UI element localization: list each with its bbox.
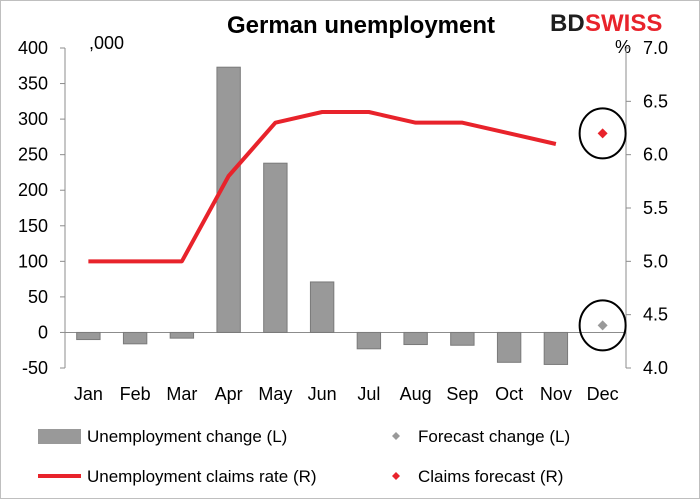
x-tick-label: Nov [540, 384, 572, 404]
chart-title: German unemployment [227, 12, 495, 39]
legend-swatch-marker [392, 432, 400, 440]
forecast-change-marker [597, 320, 608, 331]
legend-swatch-bar [38, 429, 81, 444]
right-tick-label: 5.0 [643, 251, 668, 271]
bar-apr [216, 66, 241, 333]
bar-nov [543, 331, 569, 365]
right-tick-label: 4.5 [643, 305, 668, 325]
bar-jan [76, 331, 101, 341]
legend-item: Unemployment change (L) [38, 427, 287, 446]
legend-item: Forecast change (L) [392, 427, 570, 446]
brand-logo-bd: BD [550, 10, 585, 37]
axes-layer: -50 0 50 100 150 200 250 300 350 400 4.0 4.5 5.0 5.5 6… [18, 38, 668, 404]
claims-forecast-marker [597, 128, 608, 139]
bar-aug [403, 331, 428, 346]
left-tick-label: 150 [18, 216, 48, 236]
x-tick-label: Jan [74, 384, 103, 404]
left-tick-label: 400 [18, 38, 48, 58]
left-tick-label: 250 [18, 145, 48, 165]
bar-sep [450, 331, 475, 346]
bar-oct [496, 331, 522, 363]
legend-swatch-marker [392, 472, 400, 480]
left-tick-label: -50 [22, 358, 48, 378]
legend-item: Unemployment claims rate (R) [38, 467, 317, 486]
x-tick-label: Oct [495, 384, 523, 404]
forecast-highlight-circle [578, 107, 627, 160]
right-tick-label: 6.5 [643, 91, 668, 111]
brand-logo: BD SWISS [550, 10, 662, 37]
legend: Unemployment change (L) Forecast change (… [38, 427, 570, 486]
forecast-highlight-circle [578, 299, 627, 352]
legend-item: Claims forecast (R) [392, 467, 563, 486]
legend-label: Claims forecast (R) [418, 467, 563, 486]
left-tick-label: 100 [18, 251, 48, 271]
right-axis-unit: % [615, 37, 631, 57]
x-tick-label: Jun [308, 384, 337, 404]
legend-label: Unemployment claims rate (R) [87, 467, 317, 486]
bar-jul [356, 331, 382, 350]
bar-feb [122, 331, 148, 345]
left-tick-label: 350 [18, 74, 48, 94]
markers-layer [578, 107, 627, 352]
claims-rate-line [88, 110, 557, 264]
line-layer [88, 110, 557, 264]
left-tick-label: 50 [28, 287, 48, 307]
x-tick-label: Apr [215, 384, 243, 404]
x-tick-label: Feb [120, 384, 151, 404]
right-tick-label: 6.0 [643, 145, 668, 165]
x-tick-label: Dec [587, 384, 619, 404]
left-axis-unit: ,000 [89, 33, 124, 53]
bar-mar [169, 331, 195, 339]
legend-label: Unemployment change (L) [87, 427, 287, 446]
x-tick-label: Sep [446, 384, 478, 404]
bars-layer [76, 66, 569, 365]
x-tick-label: Aug [400, 384, 432, 404]
bar-may [263, 162, 288, 333]
right-tick-label: 5.5 [643, 198, 668, 218]
legend-label: Forecast change (L) [418, 427, 570, 446]
brand-logo-swiss: SWISS [585, 10, 662, 37]
left-tick-label: 300 [18, 109, 48, 129]
left-tick-label: 0 [38, 322, 48, 342]
x-tick-label: May [258, 384, 292, 404]
bar-jun [309, 281, 335, 333]
x-tick-label: Jul [357, 384, 380, 404]
right-tick-label: 4.0 [643, 358, 668, 378]
x-tick-label: Mar [166, 384, 197, 404]
left-tick-label: 200 [18, 180, 48, 200]
right-tick-label: 7.0 [643, 38, 668, 58]
